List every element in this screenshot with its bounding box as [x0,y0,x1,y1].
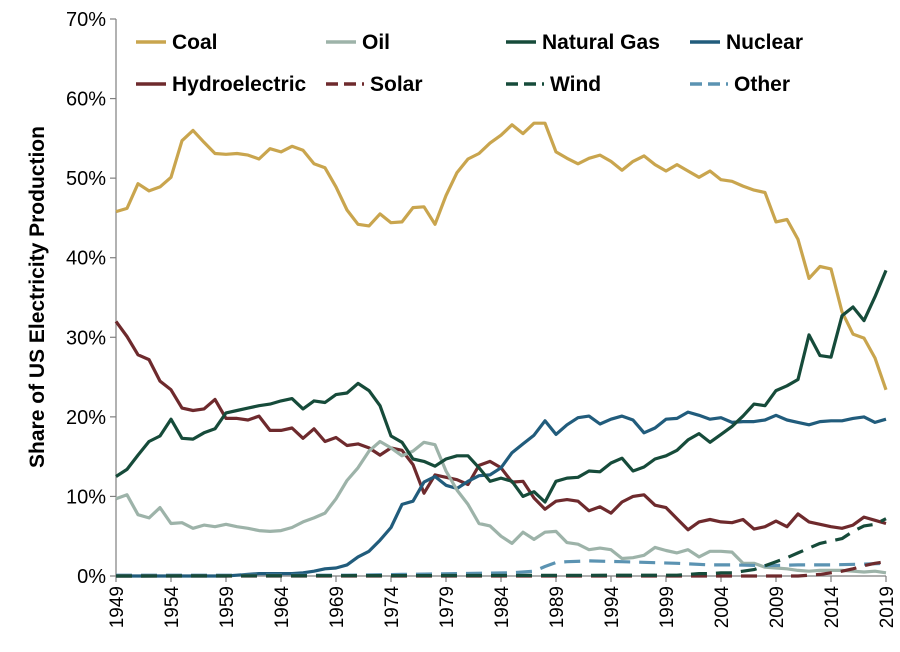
series-line-other [116,559,887,577]
x-tick-label: 1974 [382,586,403,629]
legend-label: Wind [550,73,601,96]
x-tick-label: 2019 [877,586,898,628]
series-line-wind [115,517,887,578]
y-tick-label: 50% [66,168,106,190]
y-tick-label: 30% [66,327,106,349]
y-tick-label: 70% [66,9,106,31]
x-tick-label: 1959 [217,586,238,628]
legend: Coal Oil Natural Gas Nuclear Hydroelectric So… [136,31,803,96]
x-tick-label: 2014 [822,586,843,629]
legend-label: Other [734,73,790,96]
legend-label: Oil [362,31,390,54]
legend-label: Natural Gas [542,31,660,54]
y-tick-label: 10% [66,486,106,508]
series-line-coal [115,121,888,391]
legend-label: Solar [370,73,423,96]
y-tick-label: 20% [66,407,106,429]
y-tick-label: 0% [77,566,106,588]
y-axis: 0% 10% 20% 30% 40% 50% 60% 70% [66,9,117,588]
legend-label: Nuclear [726,31,803,54]
x-tick-label: 1949 [107,586,128,628]
x-tick-label: 1994 [602,586,623,629]
x-tick-label: 1999 [657,586,678,628]
y-tick-label: 60% [66,89,106,111]
series-line-solar [116,560,887,578]
x-tick-label: 1969 [327,586,348,628]
series-lines [114,121,888,578]
legend-label: Coal [172,31,218,54]
x-tick-label: 1984 [492,586,513,629]
x-tick-label: 1989 [547,586,568,628]
y-axis-label: Share of US Electricity Production [26,126,49,468]
series-line-oil [115,439,887,575]
y-tick-label: 40% [66,248,106,270]
x-tick-label: 2009 [767,586,788,628]
x-tick-label: 1954 [162,586,183,629]
x-tick-label: 1964 [272,586,293,629]
x-tick-label: 2004 [712,586,733,629]
x-tick-label: 1979 [437,586,458,628]
legend-label: Hydroelectric [172,73,307,96]
series-line-hydroelectric [114,320,887,532]
x-axis: 1949 1954 1959 1964 1969 1974 1979 1984 1989 1994… [107,575,898,629]
series-line-nuclear [116,410,887,578]
series-line-natural-gas [115,269,888,504]
